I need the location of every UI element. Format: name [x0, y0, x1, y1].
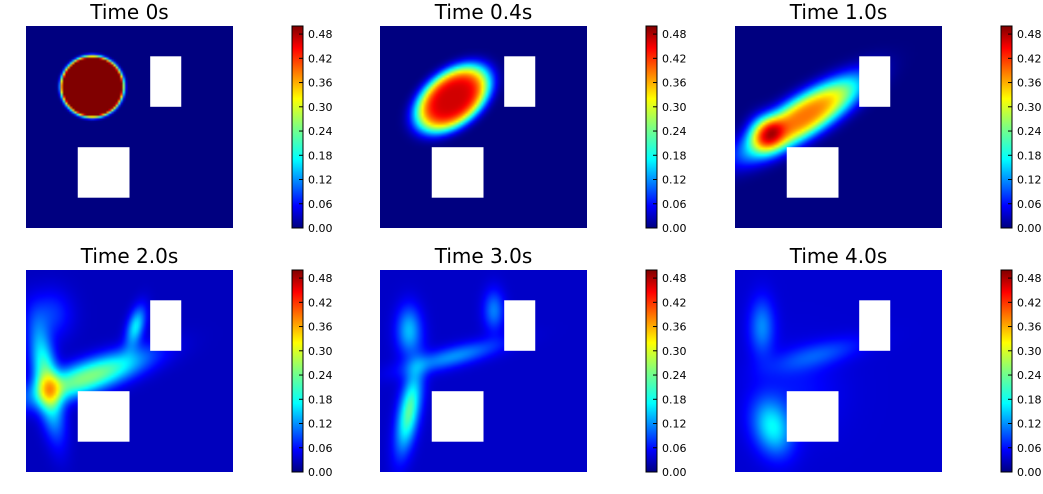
colorbar-tick-label: 0.00	[662, 466, 687, 479]
colorbar-tick-label: 0.18	[1017, 149, 1042, 162]
colorbar-tick-label: 0.18	[662, 393, 687, 406]
panel-title: Time 0.4s	[434, 0, 533, 24]
colorbar-tick-label: 0.30	[662, 345, 687, 358]
colorbar-tick-label: 0.24	[662, 125, 687, 138]
colorbar-tick-label: 0.30	[308, 345, 333, 358]
obstacle-2	[77, 391, 130, 442]
colorbar-tick-label: 0.24	[1017, 369, 1042, 382]
panel-4: Time 2.0s 0.00 0.06 0.12 0.18 0.24 0.30 0.36 0.4…	[26, 244, 333, 479]
colorbar-tick-label: 0.48	[1017, 272, 1042, 285]
colorbar-tick-label: 0.00	[662, 222, 687, 235]
panel-title: Time 0s	[89, 0, 168, 24]
colorbar-tick-label: 0.36	[662, 77, 687, 90]
colorbar-tick-label: 0.48	[1017, 28, 1042, 41]
obstacle-1	[859, 300, 891, 351]
colorbar-tick-label: 0.00	[308, 466, 333, 479]
colorbar-tick-label: 0.06	[1017, 442, 1042, 455]
colorbar-tick-label: 0.18	[308, 149, 333, 162]
colorbar	[645, 25, 658, 229]
colorbar-tick-label: 0.48	[308, 28, 333, 41]
colorbar-tick-label: 0.36	[662, 321, 687, 334]
colorbar-tick-label: 0.00	[1017, 466, 1042, 479]
colorbar-tick-label: 0.30	[1017, 101, 1042, 114]
panel-title: Time 3.0s	[434, 244, 533, 268]
colorbar-tick-label: 0.24	[308, 369, 333, 382]
colorbar-tick-label: 0.36	[1017, 77, 1042, 90]
colorbar-tick-label: 0.42	[308, 52, 333, 65]
panel-1: Time 0s 0.00 0.06 0.12 0.18 0.24 0.30 0.36 0.42 0…	[26, 0, 333, 235]
colorbar	[291, 269, 304, 473]
panel-2: Time 0.4s 0.00 0.06 0.12 0.18 0.24 0.30 0.36 0.4…	[380, 0, 687, 235]
colorbar-tick-label: 0.18	[308, 393, 333, 406]
obstacle-1	[859, 56, 891, 107]
panel-title: Time 1.0s	[789, 0, 888, 24]
obstacle-2	[431, 147, 484, 198]
colorbar-tick-label: 0.12	[308, 174, 333, 187]
colorbar-tick-label: 0.12	[662, 418, 687, 431]
colorbar-tick-label: 0.30	[1017, 345, 1042, 358]
colorbar-tick-label: 0.42	[308, 296, 333, 309]
panels-group: Time 0s 0.00 0.06 0.12 0.18 0.24 0.30 0.36 0.42 0…	[26, 0, 1042, 479]
colorbar-tick-label: 0.42	[1017, 296, 1042, 309]
obstacle-1	[504, 56, 536, 107]
colorbar-tick-label: 0.24	[662, 369, 687, 382]
colorbar-tick-label: 0.06	[308, 198, 333, 211]
colorbar	[1000, 25, 1013, 229]
colorbar-tick-label: 0.12	[1017, 418, 1042, 431]
panel-3: Time 1.0s 0.00 0.06 0.12 0.18 0.24 0.30 0.36 0.4…	[735, 0, 1042, 235]
colorbar-tick-label: 0.42	[1017, 52, 1042, 65]
colorbar-tick-label: 0.36	[308, 321, 333, 334]
colorbar-tick-label: 0.48	[662, 28, 687, 41]
obstacle-1	[150, 300, 182, 351]
colorbar-tick-label: 0.30	[662, 101, 687, 114]
colorbar-tick-label: 0.00	[1017, 222, 1042, 235]
colorbar	[1000, 269, 1013, 473]
colorbar-tick-label: 0.48	[662, 272, 687, 285]
colorbar-tick-label: 0.30	[308, 101, 333, 114]
obstacle-2	[431, 391, 484, 442]
colorbar-tick-label: 0.42	[662, 52, 687, 65]
colorbar-tick-label: 0.06	[308, 442, 333, 455]
colorbar-tick-label: 0.42	[662, 296, 687, 309]
colorbar-tick-label: 0.12	[308, 418, 333, 431]
obstacle-2	[786, 391, 839, 442]
panel-5: Time 3.0s 0.00 0.06 0.12 0.18 0.24 0.30 0.36 0.4…	[380, 244, 687, 479]
panel-title: Time 2.0s	[80, 244, 179, 268]
obstacle-2	[77, 147, 130, 198]
colorbar-tick-label: 0.12	[1017, 174, 1042, 187]
obstacle-2	[786, 147, 839, 198]
colorbar-tick-label: 0.18	[662, 149, 687, 162]
colorbar	[645, 269, 658, 473]
colorbar-tick-label: 0.06	[662, 442, 687, 455]
panel-title: Time 4.0s	[789, 244, 888, 268]
panel-6: Time 4.0s 0.00 0.06 0.12 0.18 0.24 0.30 0.36 0.4…	[735, 244, 1042, 479]
colorbar-tick-label: 0.18	[1017, 393, 1042, 406]
colorbar-tick-label: 0.06	[1017, 198, 1042, 211]
colorbar-tick-label: 0.00	[308, 222, 333, 235]
colorbar-tick-label: 0.48	[308, 272, 333, 285]
colorbar-tick-label: 0.06	[662, 198, 687, 211]
colorbar-tick-label: 0.24	[1017, 125, 1042, 138]
colorbar-tick-label: 0.12	[662, 174, 687, 187]
colorbar-tick-label: 0.36	[1017, 321, 1042, 334]
colorbar	[291, 25, 304, 229]
obstacle-1	[150, 56, 182, 107]
colorbar-tick-label: 0.36	[308, 77, 333, 90]
obstacle-1	[504, 300, 536, 351]
colorbar-tick-label: 0.24	[308, 125, 333, 138]
